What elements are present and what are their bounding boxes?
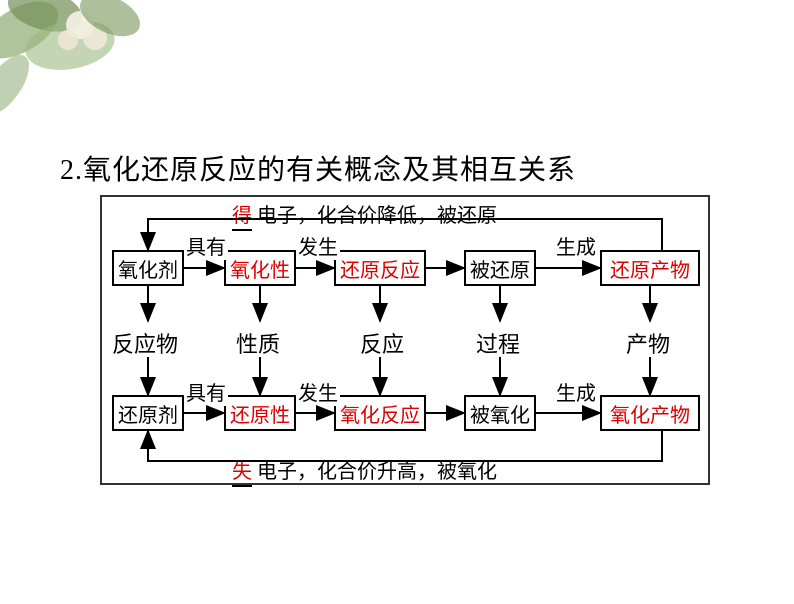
box-oxidation_product: 氧化产物: [600, 395, 700, 431]
decorative-leaves: [0, 0, 170, 140]
top-caption-rest: 电子，化合价降低，被还原: [257, 205, 497, 227]
arrow-label-bot_occurs: 发生: [296, 377, 340, 406]
top-caption: 得 电子，化合价降低，被还原: [232, 199, 497, 228]
redox-concept-diagram: 得 电子，化合价降低，被还原 失 电子，化合价升高，被氧化 氧化剂 氧化性 还原反应…: [100, 195, 710, 485]
category-product: 产物: [626, 327, 670, 359]
arrow-label-bot_has: 具有: [184, 377, 228, 406]
category-process: 过程: [476, 327, 520, 359]
arrow-label-bot_produces: 生成: [554, 377, 598, 406]
section-title: 2.氧化还原反应的有关概念及其相互关系: [60, 148, 576, 188]
box-reductant: 还原剂: [112, 395, 184, 431]
bottom-caption-rest: 电子，化合价升高，被氧化: [257, 461, 497, 483]
category-reactant: 反应物: [112, 327, 178, 359]
bottom-caption: 失 电子，化合价升高，被氧化: [232, 455, 497, 484]
box-reduced: 被还原: [464, 250, 536, 286]
category-property: 性质: [236, 327, 280, 359]
category-reaction: 反应: [360, 327, 404, 359]
bottom-fill-blank: 失: [232, 461, 252, 487]
box-oxidant: 氧化剂: [112, 250, 184, 286]
arrow-label-top_has: 具有: [184, 231, 228, 260]
box-reducing_property: 还原性: [224, 395, 296, 431]
box-reduction_product: 还原产物: [600, 250, 700, 286]
box-oxidizing_property: 氧化性: [224, 250, 296, 286]
arrow-label-top_occurs: 发生: [296, 231, 340, 260]
box-oxidation_reaction: 氧化反应: [334, 395, 426, 431]
box-reduction_reaction: 还原反应: [334, 250, 426, 286]
arrow-label-top_produces: 生成: [554, 231, 598, 260]
top-fill-blank: 得: [232, 205, 252, 231]
box-oxidized: 被氧化: [464, 395, 536, 431]
